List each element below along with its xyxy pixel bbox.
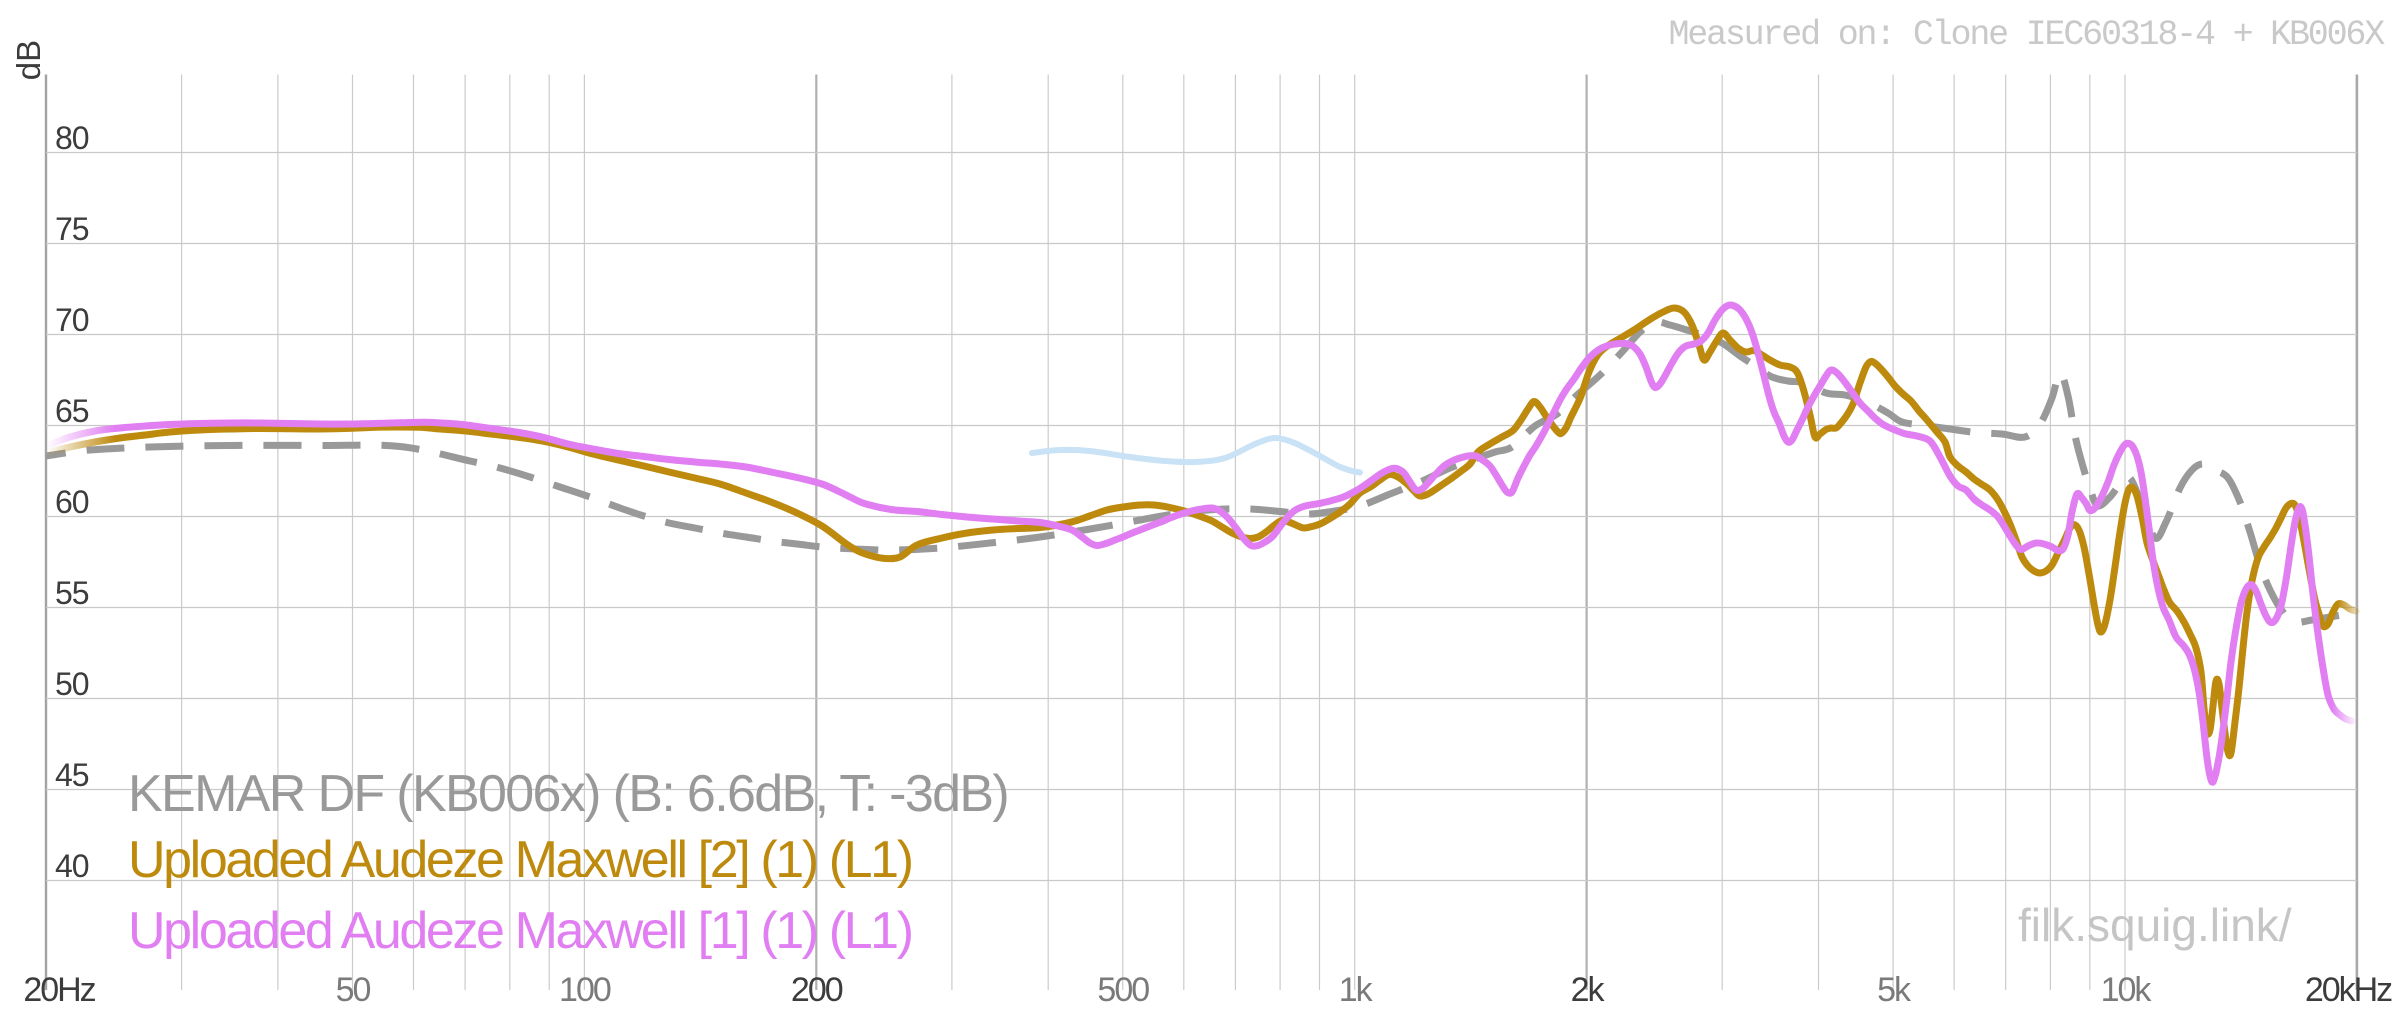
svg-text:60: 60 <box>55 484 89 520</box>
svg-text:50: 50 <box>336 971 371 1009</box>
svg-text:KEMAR DF (KB006x) (B: 6.6dB, T: KEMAR DF (KB006x) (B: 6.6dB, T: -3dB) <box>128 765 1008 823</box>
svg-text:10k: 10k <box>2101 971 2153 1009</box>
svg-text:filk.squig.link/: filk.squig.link/ <box>2018 899 2292 951</box>
svg-text:70: 70 <box>55 302 89 338</box>
svg-text:5k: 5k <box>1877 971 1912 1009</box>
svg-text:75: 75 <box>55 211 89 247</box>
svg-text:40: 40 <box>55 848 89 884</box>
svg-text:2k: 2k <box>1571 971 1606 1009</box>
svg-text:65: 65 <box>55 393 89 429</box>
svg-text:80: 80 <box>55 120 89 156</box>
svg-text:55: 55 <box>55 575 89 611</box>
svg-text:50: 50 <box>55 666 89 702</box>
svg-text:Uploaded Audeze Maxwell [1] (1: Uploaded Audeze Maxwell [1] (1) (L1) <box>128 902 912 960</box>
svg-text:45: 45 <box>55 757 89 793</box>
svg-text:20Hz: 20Hz <box>23 971 95 1009</box>
svg-text:Uploaded Audeze Maxwell [2] (1: Uploaded Audeze Maxwell [2] (1) (L1) <box>128 831 912 889</box>
svg-text:500: 500 <box>1097 971 1149 1009</box>
svg-text:100: 100 <box>559 971 611 1009</box>
svg-text:20kHz: 20kHz <box>2305 971 2392 1009</box>
svg-text:dB: dB <box>10 40 47 80</box>
svg-text:Measured on: Clone IEC60318-4: Measured on: Clone IEC60318-4 + KB006X <box>1668 15 2385 55</box>
svg-text:200: 200 <box>791 971 843 1009</box>
svg-text:1k: 1k <box>1339 971 1374 1009</box>
